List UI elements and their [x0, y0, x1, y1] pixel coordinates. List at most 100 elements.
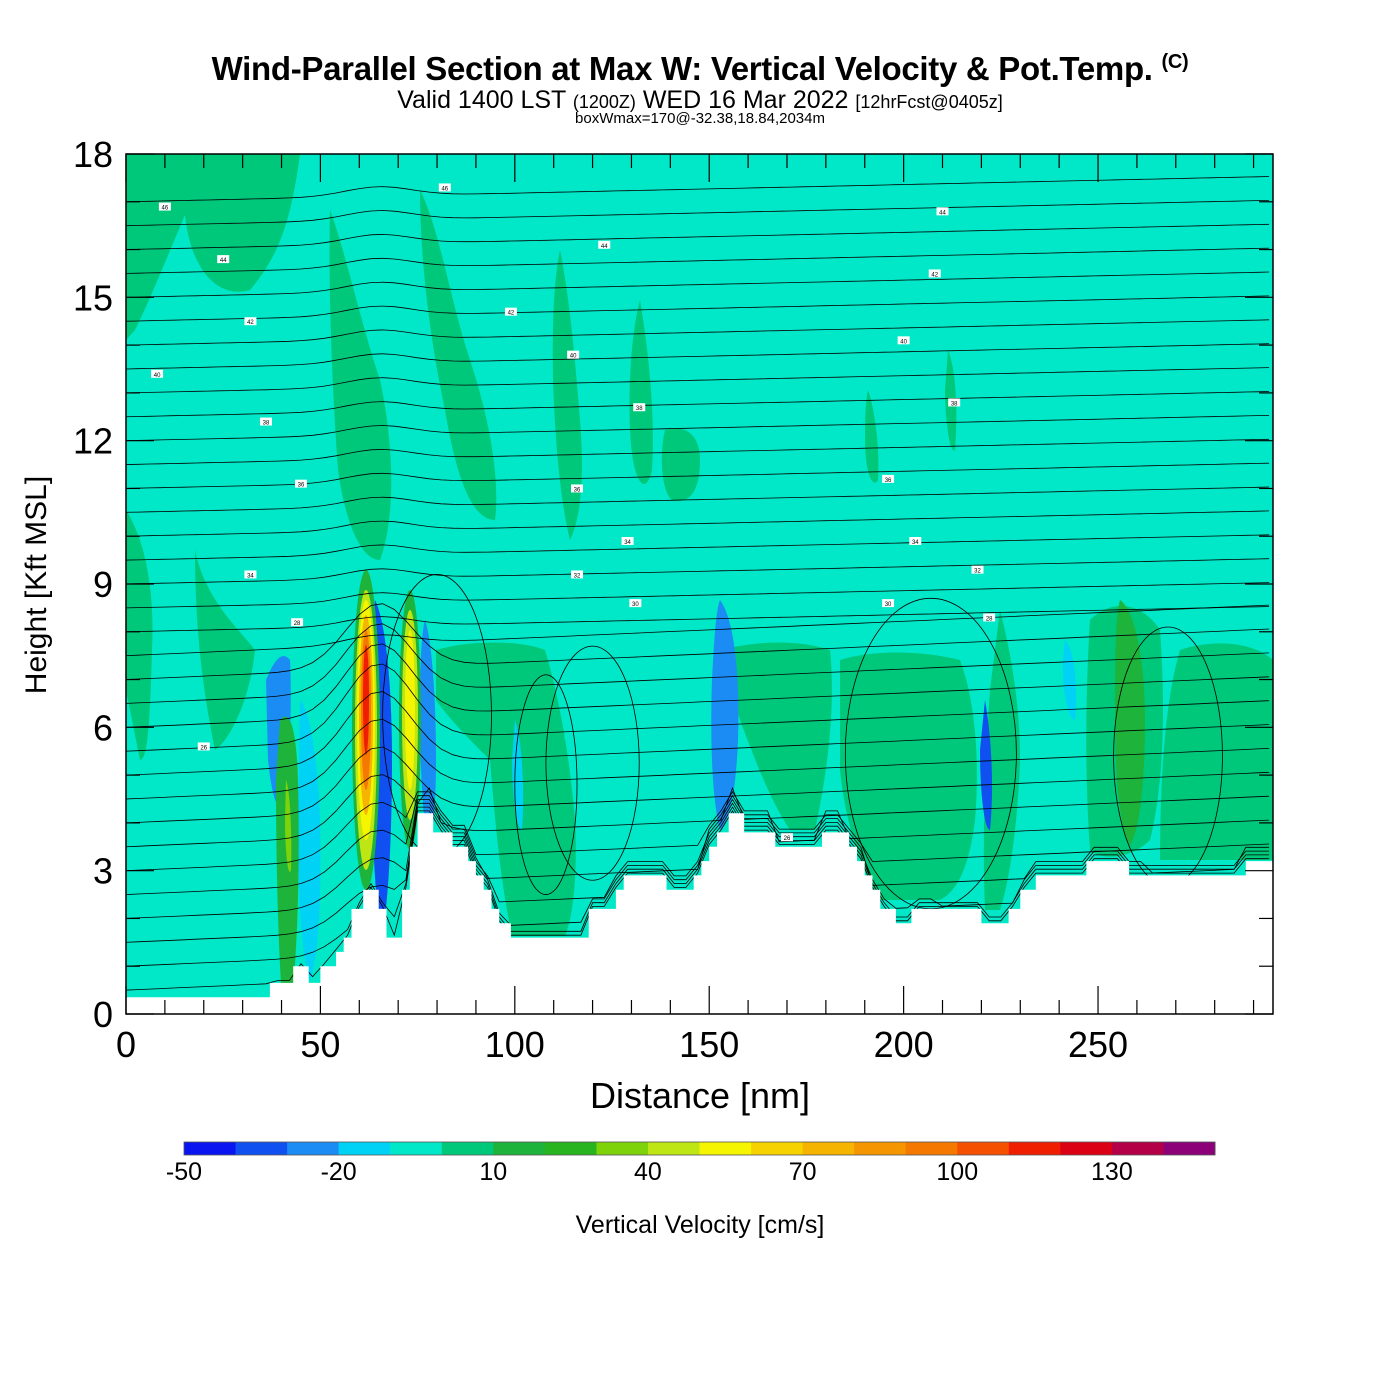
colorbar: -50 -20 10 40 70 100 130 [166, 1141, 1216, 1186]
colorbar-swatch [493, 1142, 546, 1155]
svg-text:26: 26 [784, 836, 791, 842]
theta-contour [126, 486, 1270, 513]
theta-contour [126, 606, 1270, 633]
colorbar-tick-label: 10 [479, 1158, 507, 1186]
w-patch [298, 700, 321, 980]
theta-label: 40 [897, 336, 910, 345]
svg-text:44: 44 [939, 210, 946, 216]
theta-contour [126, 643, 1270, 728]
svg-text:38: 38 [951, 401, 958, 407]
svg-text:30: 30 [885, 602, 892, 608]
theta-label: 42 [504, 307, 517, 317]
chart-title: Wind-Parallel Section at Max W: Vertical… [211, 50, 1189, 87]
colorbar-swatch [647, 1142, 700, 1155]
theta-label: 30 [629, 599, 642, 608]
w-patch [1115, 600, 1145, 845]
colorbar-swatch [544, 1142, 597, 1155]
theta-contour [126, 223, 1270, 250]
theta-contour [126, 462, 1270, 489]
theta-label: 34 [244, 570, 257, 579]
colorbar-swatch [1008, 1142, 1061, 1155]
x-tick-label: 0 [116, 1024, 136, 1065]
theta-label: 42 [928, 269, 941, 278]
svg-text:40: 40 [570, 354, 577, 360]
theta-label: 38 [948, 398, 961, 407]
chart-subtitle: Valid 1400 LST (1200Z) WED 16 Mar 2022 [… [397, 86, 1003, 114]
w-patch [629, 300, 653, 485]
theta-contour [126, 319, 1270, 346]
w-patch [552, 250, 582, 540]
svg-text:34: 34 [247, 573, 254, 579]
theta-label: 36 [571, 484, 584, 493]
svg-text:28: 28 [294, 621, 301, 627]
y-tick-label: 18 [73, 134, 113, 175]
theta-contour [126, 791, 1270, 872]
theta-contour [126, 438, 1270, 465]
colorbar-swatch [751, 1142, 804, 1155]
updraft-cell-secondary [399, 590, 421, 850]
colorbar-swatch [1163, 1142, 1216, 1155]
colorbar-label: Vertical Velocity [cm/s] [576, 1211, 825, 1239]
colorbar-tick-label: -20 [321, 1158, 357, 1186]
terrain [126, 813, 1273, 1014]
theta-labels: 46 46 44 44 44 42 42 42 40 40 40 38 38 38 36 36 36 34 34 34… [151, 183, 996, 842]
colorbar-swatch [287, 1142, 340, 1155]
theta-label: 36 [882, 474, 895, 484]
x-axis-label: Distance [nm] [590, 1075, 810, 1116]
y-tick-label: 6 [93, 707, 113, 748]
x-tick-label: 250 [1068, 1024, 1128, 1065]
svg-text:46: 46 [441, 186, 448, 192]
colorbar-swatch [854, 1142, 907, 1155]
w-patch [420, 190, 497, 520]
theta-contour [126, 604, 1270, 657]
colorbar-swatch [338, 1142, 391, 1155]
theta-contour [126, 391, 1270, 418]
colorbar-swatch [957, 1142, 1010, 1155]
y-tick-label: 0 [93, 994, 113, 1035]
w-patch [840, 652, 977, 900]
theta-label: 34 [621, 537, 634, 546]
y-tick-label: 12 [73, 421, 113, 462]
colorbar-tick-label: 100 [936, 1158, 978, 1186]
svg-text:32: 32 [574, 573, 581, 579]
theta-label: 44 [936, 207, 949, 216]
colorbar-swatch [235, 1142, 288, 1155]
svg-text:38: 38 [636, 406, 643, 412]
theta-contour [126, 176, 1270, 203]
w-patch [720, 642, 832, 830]
y-tick-label: 3 [93, 851, 113, 892]
svg-text:42: 42 [931, 272, 938, 278]
theta-label: 26 [197, 742, 210, 751]
w-contour [514, 674, 578, 895]
w-patch [1160, 643, 1273, 860]
x-tick-label: 100 [485, 1024, 545, 1065]
theta-label: 32 [971, 565, 984, 575]
w-patch [980, 700, 993, 830]
theta-label: 32 [571, 570, 584, 579]
colorbar-swatch [905, 1142, 958, 1155]
x-tick-label: 50 [300, 1024, 340, 1065]
w-patch [329, 210, 392, 560]
x-tick-label: 200 [874, 1024, 934, 1065]
svg-text:26: 26 [200, 745, 207, 751]
colorbar-swatch [390, 1142, 443, 1155]
colorbar-swatch [1060, 1142, 1113, 1155]
svg-text:40: 40 [900, 339, 907, 345]
theta-contour [126, 623, 1270, 704]
theta-contour [126, 798, 1270, 919]
svg-text:36: 36 [885, 478, 892, 484]
colorbar-swatch [596, 1142, 649, 1155]
svg-text:34: 34 [624, 540, 631, 546]
w-patch [420, 620, 436, 840]
theta-contour [126, 534, 1270, 561]
svg-text:44: 44 [220, 258, 227, 264]
w-patch [865, 390, 879, 483]
colorbar-swatch [184, 1142, 237, 1155]
chart-annotation: boxWmax=170@-32.38,18.84,2034m [575, 110, 825, 127]
colorbar-swatch [1111, 1142, 1164, 1155]
theta-label: 46 [438, 183, 451, 192]
theta-label: 44 [598, 240, 611, 250]
svg-text:44: 44 [601, 244, 608, 250]
